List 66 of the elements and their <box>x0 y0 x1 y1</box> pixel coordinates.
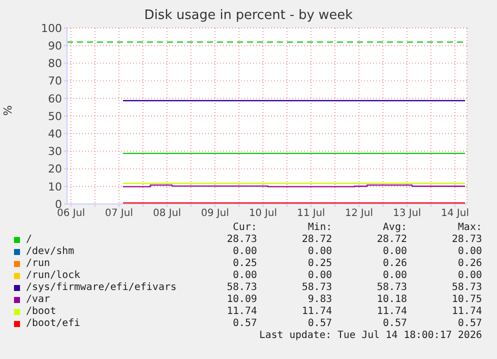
text: Last update: Tue Jul 14 18:00:17 2026 <box>258 330 482 341</box>
y-tick-label: 100 <box>41 22 62 35</box>
text: 0.57 <box>456 318 482 329</box>
text: 28.73 <box>450 234 482 245</box>
text: 0.00 <box>456 270 482 281</box>
legend-label: /boot <box>26 306 56 317</box>
text: 0.57 <box>382 318 407 329</box>
y-tick-label: 20 <box>48 162 62 176</box>
legend-label: /run/lock <box>26 270 80 281</box>
text: 0.00 <box>456 246 482 257</box>
text: 11.74 <box>226 306 257 317</box>
text: 0.26 <box>382 258 407 269</box>
legend-label: /dev/shm <box>26 246 74 257</box>
y-tick-label: 10 <box>48 180 62 194</box>
x-tick-label: 06 Jul <box>57 208 85 220</box>
text: Max: <box>456 222 482 233</box>
text: 0.00 <box>232 270 257 281</box>
text: 0.00 <box>382 270 407 281</box>
legend-label: / <box>26 234 32 245</box>
text: 11.74 <box>300 306 332 317</box>
y-tick-label: 50 <box>48 110 62 123</box>
x-tick-label: 11 Jul <box>297 208 325 220</box>
x-tick-label: 10 Jul <box>249 208 277 220</box>
y-tick-label: 60 <box>48 92 62 106</box>
x-tick-label: 12 Jul <box>345 208 373 220</box>
text: 9.83 <box>306 294 332 305</box>
text: 10.18 <box>376 294 407 305</box>
text: Avg: <box>382 222 407 233</box>
x-tick-label: 09 Jul <box>201 208 229 220</box>
text: 10.75 <box>450 294 482 305</box>
text: 0.25 <box>232 258 257 269</box>
text: 0.57 <box>306 318 332 329</box>
text: 10.09 <box>226 294 257 305</box>
text: 58.73 <box>226 282 257 293</box>
text: 11.74 <box>450 306 482 317</box>
text: 0.00 <box>306 246 332 257</box>
legend-label: /var <box>26 294 50 305</box>
y-tick-label: 70 <box>48 74 62 88</box>
text: 28.72 <box>376 234 407 245</box>
x-tick-label: 08 Jul <box>153 208 181 220</box>
y-tick-label: 40 <box>48 128 62 141</box>
text: Cur: <box>232 222 257 233</box>
text: 58.73 <box>300 282 332 293</box>
text: 0.00 <box>306 270 332 281</box>
y-tick-label: 90 <box>48 40 62 53</box>
text: 0.57 <box>232 318 257 329</box>
x-tick-label: 14 Jul <box>441 208 469 220</box>
text: 0.00 <box>382 246 407 257</box>
text: Min: <box>306 222 332 233</box>
text: 28.72 <box>300 234 332 245</box>
text: 58.73 <box>450 282 482 293</box>
legend-label: /run <box>26 258 50 269</box>
x-tick-label: 07 Jul <box>105 208 133 220</box>
text: 58.73 <box>376 282 407 293</box>
legend-label: /boot/efi <box>26 318 80 329</box>
text: 0.25 <box>306 258 332 269</box>
y-tick-label: 80 <box>48 57 62 70</box>
text: 0.00 <box>232 246 257 257</box>
legend-label: /sys/firmware/efi/efivars <box>26 282 177 293</box>
y-tick-label: 30 <box>48 145 62 158</box>
text: 11.74 <box>376 306 407 317</box>
y-axis-title: % <box>2 105 15 116</box>
text: 0.26 <box>456 258 482 269</box>
x-tick-label: 13 Jul <box>393 208 421 220</box>
chart-title: Disk usage in percent - by week <box>143 8 354 23</box>
text: 28.73 <box>226 234 257 245</box>
